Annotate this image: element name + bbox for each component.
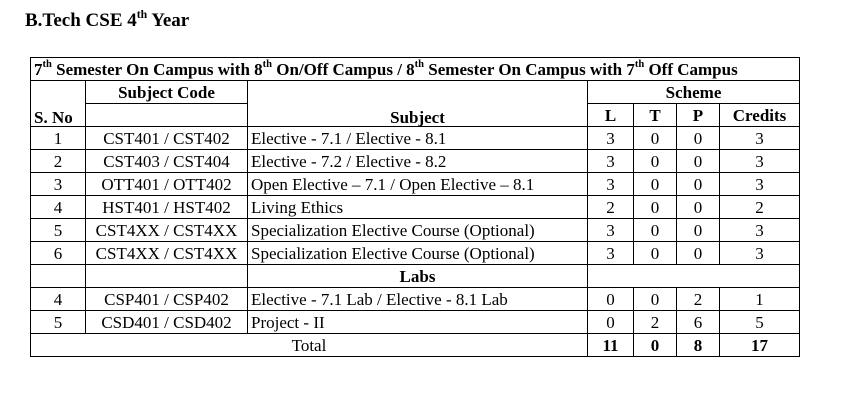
code-cell: CSD401 / CSD402	[85, 310, 248, 334]
sno-cell: 3	[30, 172, 86, 196]
page-heading: B.Tech CSE 4th Year	[25, 8, 190, 32]
total-t: 0	[633, 333, 677, 357]
code-cell: CST403 / CST404	[85, 149, 248, 173]
total-l: 11	[587, 333, 634, 357]
blank-cell	[586, 264, 801, 288]
curriculum-table: 7th Semester On Campus with 8th On/Off C…	[29, 57, 801, 357]
p-cell: 0	[676, 126, 720, 150]
p-cell: 6	[676, 310, 720, 334]
total-credits: 17	[718, 333, 801, 357]
table-row: 6 CST4XX / CST4XX Specialization Electiv…	[30, 241, 801, 265]
header-subject-code: Subject Code	[85, 80, 248, 104]
credits-cell: 5	[718, 310, 801, 334]
l-cell: 0	[587, 287, 634, 311]
heading-text: B.Tech CSE 4	[25, 10, 137, 31]
t-cell: 0	[633, 172, 677, 196]
l-cell: 3	[587, 126, 634, 150]
subject-cell: Specialization Elective Course (Optional…	[247, 241, 588, 265]
sno-cell: 4	[30, 195, 86, 219]
header-subject-code-blank	[85, 103, 248, 127]
table-row: 5 CST4XX / CST4XX Specialization Electiv…	[30, 218, 801, 242]
total-row: Total 11 0 8 17	[30, 333, 801, 357]
code-cell: HST401 / HST402	[85, 195, 248, 219]
t-cell: 2	[633, 310, 677, 334]
credits-cell: 3	[718, 149, 801, 173]
table-row: 4 HST401 / HST402 Living Ethics 2 0 0 2	[30, 195, 801, 219]
header-scheme: Scheme	[586, 80, 801, 104]
table-row: 5 CSD401 / CSD402 Project - II 0 2 6 5	[30, 310, 801, 334]
code-cell: CST401 / CST402	[85, 126, 248, 150]
l-cell: 3	[587, 241, 634, 265]
header-subject: Subject	[247, 80, 588, 127]
header-row-1: S. No Subject Code Subject Scheme	[30, 80, 801, 127]
subject-cell: Elective - 7.1 / Elective - 8.1	[247, 126, 588, 150]
sno-cell: 6	[30, 241, 86, 265]
code-cell: CST4XX / CST4XX	[85, 241, 248, 265]
heading-text-suffix: Year	[147, 10, 190, 31]
p-cell: 0	[676, 149, 720, 173]
p-cell: 0	[676, 195, 720, 219]
header-credits: Credits	[718, 103, 801, 127]
sno-cell: 2	[30, 149, 86, 173]
subject-cell: Elective - 7.1 Lab / Elective - 8.1 Lab	[247, 287, 588, 311]
table-title-row: 7th Semester On Campus with 8th On/Off C…	[29, 57, 801, 81]
labs-label: Labs	[247, 264, 588, 288]
header-sno: S. No	[30, 80, 86, 127]
t-cell: 0	[633, 287, 677, 311]
table-row: 2 CST403 / CST404 Elective - 7.2 / Elect…	[30, 149, 801, 173]
credits-cell: 3	[718, 218, 801, 242]
credits-cell: 3	[718, 241, 801, 265]
l-cell: 0	[587, 310, 634, 334]
subject-cell: Specialization Elective Course (Optional…	[247, 218, 588, 242]
heading-superscript: th	[136, 8, 148, 22]
blank-cell	[85, 264, 248, 288]
subject-cell: Project - II	[247, 310, 588, 334]
l-cell: 3	[587, 149, 634, 173]
table-title: 7th Semester On Campus with 8th On/Off C…	[29, 57, 801, 81]
credits-cell: 3	[718, 172, 801, 196]
p-cell: 0	[676, 218, 720, 242]
p-cell: 2	[676, 287, 720, 311]
t-cell: 0	[633, 126, 677, 150]
code-cell: CSP401 / CSP402	[85, 287, 248, 311]
t-cell: 0	[633, 218, 677, 242]
code-cell: CST4XX / CST4XX	[85, 218, 248, 242]
blank-cell	[30, 264, 86, 288]
header-t: T	[633, 103, 677, 127]
p-cell: 0	[676, 241, 720, 265]
code-cell: OTT401 / OTT402	[85, 172, 248, 196]
subject-cell: Living Ethics	[247, 195, 588, 219]
t-cell: 0	[633, 195, 677, 219]
table-row: 1 CST401 / CST402 Elective - 7.1 / Elect…	[30, 126, 801, 150]
header-p: P	[676, 103, 720, 127]
total-label: Total	[30, 333, 588, 357]
sno-cell: 1	[30, 126, 86, 150]
subject-cell: Elective - 7.2 / Elective - 8.2	[247, 149, 588, 173]
l-cell: 3	[587, 172, 634, 196]
table-row: 3 OTT401 / OTT402 Open Elective – 7.1 / …	[30, 172, 801, 196]
labs-header-row: Labs	[30, 264, 801, 288]
t-cell: 0	[633, 149, 677, 173]
table-row: 4 CSP401 / CSP402 Elective - 7.1 Lab / E…	[30, 287, 801, 311]
t-cell: 0	[633, 241, 677, 265]
total-p: 8	[676, 333, 720, 357]
sno-cell: 5	[30, 310, 86, 334]
l-cell: 3	[587, 218, 634, 242]
credits-cell: 3	[718, 126, 801, 150]
subject-cell: Open Elective – 7.1 / Open Elective – 8.…	[247, 172, 588, 196]
header-l: L	[587, 103, 634, 127]
credits-cell: 2	[718, 195, 801, 219]
sno-cell: 5	[30, 218, 86, 242]
sno-cell: 4	[30, 287, 86, 311]
p-cell: 0	[676, 172, 720, 196]
l-cell: 2	[587, 195, 634, 219]
credits-cell: 1	[718, 287, 801, 311]
